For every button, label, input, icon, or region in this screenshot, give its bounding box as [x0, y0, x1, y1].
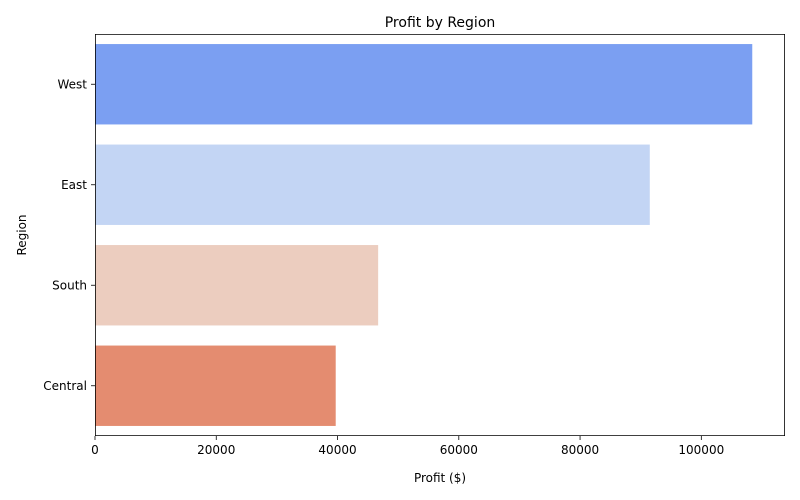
bar-west	[95, 44, 753, 125]
x-ticks: 0 20000 40000 60000 80000 100000	[91, 436, 724, 457]
x-tick-label-60000: 60000	[440, 443, 478, 457]
bars-layer	[95, 44, 753, 426]
bar-central	[95, 345, 336, 426]
bar-south	[95, 245, 379, 326]
y-tick-label-west: West	[57, 77, 87, 91]
axes-frame	[95, 34, 785, 436]
y-tick-label-east: East	[61, 178, 87, 192]
x-tick-label-80000: 80000	[561, 443, 599, 457]
x-tick-label-100000: 100000	[678, 443, 724, 457]
y-tick-label-central: Central	[43, 379, 87, 393]
y-ticks: West East South Central	[43, 77, 95, 393]
bar-east	[95, 144, 650, 225]
x-tick-label-20000: 20000	[197, 443, 235, 457]
x-tick-label-0: 0	[91, 443, 99, 457]
y-tick-label-south: South	[52, 278, 87, 292]
chart-title: Profit by Region	[385, 15, 496, 31]
y-axis-label: Region	[15, 214, 29, 255]
x-tick-label-40000: 40000	[318, 443, 356, 457]
x-axis-label: Profit ($)	[414, 471, 466, 485]
